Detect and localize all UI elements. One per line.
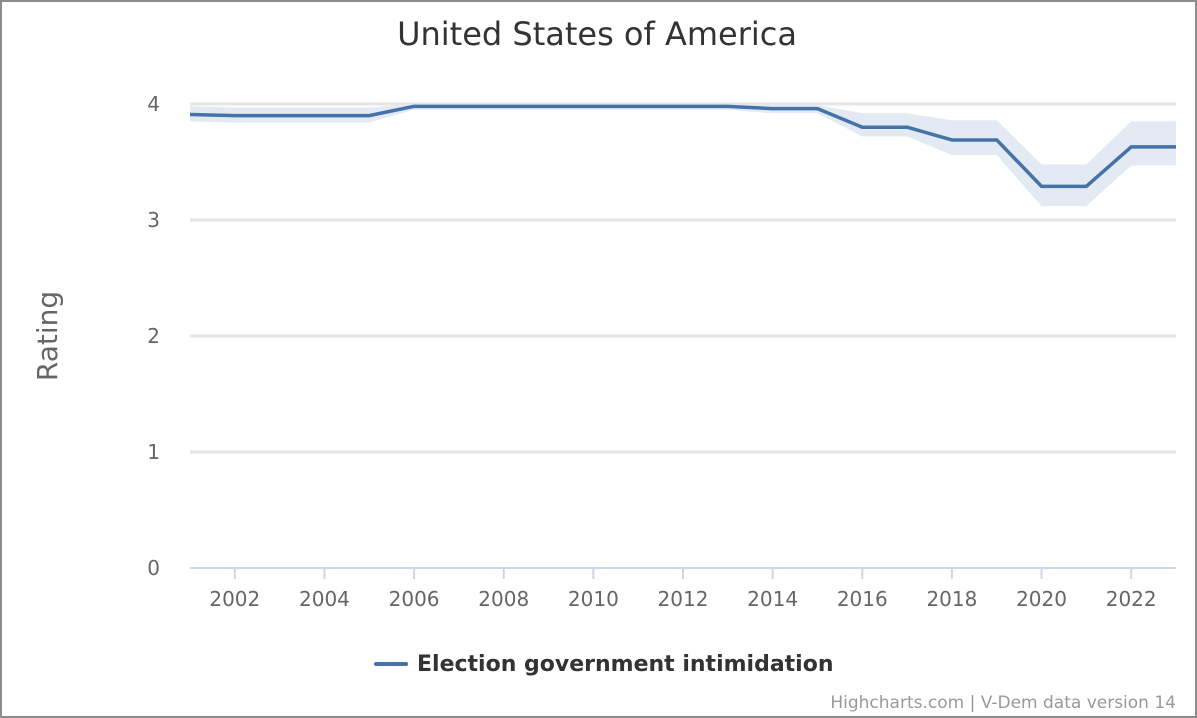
x-tick-label: 2020 [1016, 587, 1067, 611]
confidence-band [190, 104, 1176, 207]
x-tick-label: 2004 [299, 587, 350, 611]
y-axis-ticks: 0 1 2 3 4 [147, 92, 160, 580]
x-tick-label: 2018 [926, 587, 977, 611]
x-tick-label: 2016 [837, 587, 888, 611]
x-tick-label: 2010 [568, 587, 619, 611]
legend-item[interactable]: Election government intimidation [374, 652, 834, 677]
x-axis-ticks: 2002 2004 2006 2008 2010 2012 2014 2016 2018 2020… [209, 569, 1157, 611]
y-tick-label: 3 [147, 208, 160, 232]
y-tick-label: 4 [147, 92, 160, 116]
y-tick-label: 1 [147, 440, 160, 464]
x-tick-label: 2012 [658, 587, 709, 611]
x-tick-label: 2014 [747, 587, 798, 611]
y-tick-label: 0 [147, 556, 160, 580]
chart-title: United States of America [397, 15, 797, 53]
series-line[interactable] [189, 104, 1176, 189]
y-axis-title: Rating [31, 291, 64, 381]
legend-label[interactable]: Election government intimidation [417, 652, 834, 677]
series-layer [189, 104, 1176, 189]
y-tick-label: 2 [147, 324, 160, 348]
confidence-band-layer [190, 104, 1176, 207]
x-tick-label: 2006 [389, 587, 440, 611]
x-tick-label: 2022 [1106, 587, 1157, 611]
x-tick-label: 2008 [478, 587, 529, 611]
credits[interactable]: Highcharts.com | V-Dem data version 14 [830, 693, 1176, 713]
x-tick-label: 2002 [209, 587, 260, 611]
